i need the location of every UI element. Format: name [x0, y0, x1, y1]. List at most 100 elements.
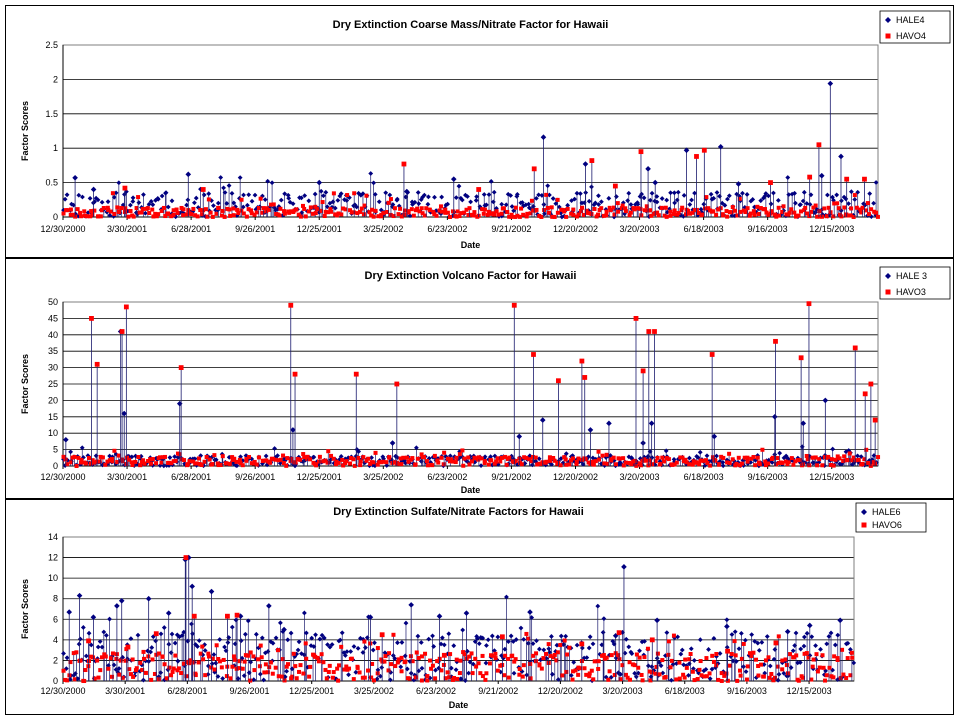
point	[467, 206, 472, 211]
point	[766, 212, 771, 217]
point	[871, 200, 877, 206]
point	[506, 675, 511, 680]
point	[745, 664, 750, 669]
point	[597, 457, 602, 462]
data-point	[76, 592, 83, 599]
point	[748, 211, 753, 216]
data-point	[582, 375, 588, 380]
point	[711, 659, 716, 664]
point	[462, 456, 467, 461]
y-tick-label: 0	[53, 212, 58, 222]
point	[298, 663, 303, 668]
point	[371, 678, 376, 683]
point	[141, 192, 146, 197]
data-point	[119, 329, 125, 334]
point	[193, 195, 199, 201]
point	[294, 651, 300, 657]
point	[311, 454, 317, 460]
point	[181, 661, 186, 666]
point	[336, 678, 341, 683]
point	[256, 657, 261, 662]
point	[465, 194, 470, 199]
point	[755, 455, 760, 460]
point	[496, 212, 501, 217]
point	[717, 193, 722, 199]
chart-panel-volcano: Dry Extinction Volcano Factor for Hawaii…	[5, 258, 954, 499]
point	[710, 653, 715, 658]
point	[647, 197, 653, 203]
point	[666, 457, 671, 462]
point	[212, 453, 217, 458]
point	[724, 617, 730, 623]
point	[635, 201, 641, 207]
point	[751, 650, 756, 655]
point	[655, 455, 660, 460]
x-tick-label: 12/30/2000	[40, 472, 85, 482]
point	[199, 463, 204, 468]
point	[489, 633, 495, 639]
point	[379, 657, 384, 662]
point	[476, 641, 482, 647]
point	[655, 210, 660, 215]
point	[721, 455, 726, 460]
point	[730, 205, 735, 210]
point	[282, 211, 287, 216]
point	[446, 631, 452, 637]
point	[666, 652, 671, 657]
point	[99, 208, 104, 213]
point	[827, 665, 832, 670]
point	[620, 203, 625, 208]
point	[306, 198, 312, 204]
point	[266, 207, 271, 212]
point	[806, 655, 811, 660]
point	[714, 651, 719, 656]
x-tick-label: 12/20/2002	[553, 472, 598, 482]
point	[763, 191, 769, 196]
point	[79, 460, 84, 465]
point	[65, 678, 70, 683]
point	[109, 456, 114, 461]
legend-marker	[885, 17, 891, 23]
point	[824, 673, 829, 678]
legend-marker	[885, 33, 891, 39]
point	[109, 674, 114, 679]
point	[549, 671, 555, 677]
point	[353, 669, 359, 675]
point	[391, 214, 396, 219]
point	[150, 207, 155, 212]
point	[210, 656, 215, 661]
point	[221, 657, 226, 662]
point	[583, 457, 588, 462]
legend-label: HAVO3	[896, 287, 926, 297]
point	[856, 457, 861, 462]
data-point	[389, 440, 396, 446]
data-point	[638, 149, 644, 155]
point	[541, 656, 546, 661]
point	[745, 206, 750, 211]
point	[674, 460, 679, 465]
point	[559, 207, 564, 212]
point	[349, 656, 354, 661]
point	[692, 190, 697, 196]
point	[813, 203, 818, 208]
point	[108, 656, 113, 661]
point	[439, 635, 445, 641]
point	[303, 630, 309, 636]
point	[445, 456, 450, 461]
point	[422, 455, 427, 460]
point	[371, 460, 376, 465]
point	[224, 201, 230, 206]
point	[451, 459, 456, 464]
data-point	[125, 644, 131, 650]
point	[770, 455, 775, 460]
point	[118, 658, 123, 663]
point	[617, 459, 623, 465]
point	[340, 206, 345, 211]
point	[138, 463, 143, 468]
legend-marker	[861, 509, 867, 515]
point	[490, 199, 496, 205]
data-point	[540, 134, 547, 140]
point	[439, 209, 444, 214]
point	[410, 456, 415, 461]
point	[278, 206, 283, 211]
